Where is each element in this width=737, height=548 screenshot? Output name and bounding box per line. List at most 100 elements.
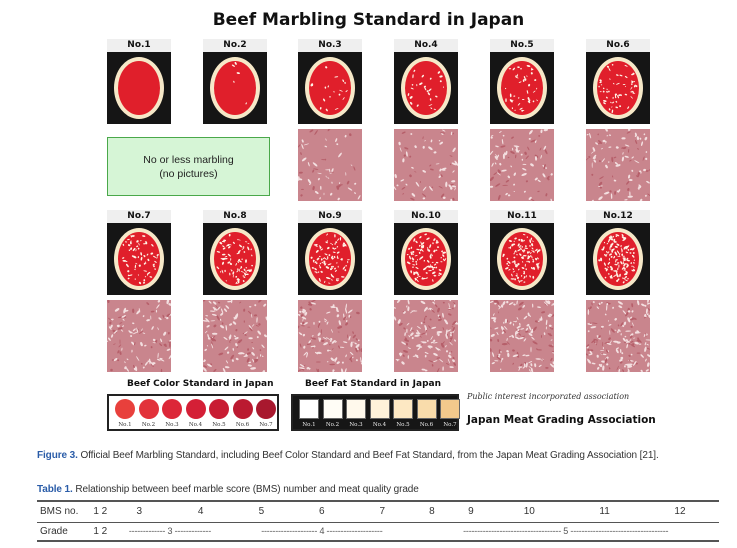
marbling-fleck: [237, 238, 239, 241]
marbling-fleck: [512, 67, 515, 71]
marbling-fleck: [626, 259, 630, 262]
photo-marbling-streak: [215, 305, 219, 309]
marbling-fleck: [629, 252, 632, 254]
photo-marbling-streak: [593, 338, 598, 341]
beef-photo: [586, 129, 650, 201]
marbling-fleck: [531, 255, 533, 259]
marbling-fleck: [516, 264, 518, 267]
marbling-fleck: [127, 270, 130, 273]
photo-marbling-streak: [549, 327, 552, 330]
marbling-fleck: [603, 241, 606, 244]
marbling-fleck: [603, 100, 607, 102]
marbling-fleck: [233, 80, 235, 83]
photo-marbling-streak: [224, 366, 230, 369]
photo-marbling-streak: [621, 147, 624, 149]
photo-marbling-streak: [531, 336, 535, 340]
photo-marbling-streak: [490, 136, 493, 139]
photo-marbling-streak: [612, 175, 614, 178]
photo-marbling-streak: [311, 335, 314, 337]
panel-number-label: No.1: [107, 39, 171, 52]
marbling-fleck: [143, 262, 146, 265]
photo-marbling-streak: [159, 343, 163, 347]
photo-marbling-streak: [410, 332, 414, 336]
photo-marbling-streak: [603, 191, 610, 195]
photo-marbling-streak: [298, 332, 303, 336]
photo-marbling-streak: [521, 173, 527, 176]
photo-marbling-streak: [211, 313, 217, 316]
photo-marbling-streak: [611, 330, 615, 332]
photo-marbling-streak: [522, 365, 526, 369]
photo-marbling-streak: [616, 341, 621, 344]
photo-marbling-streak: [506, 350, 509, 353]
photo-marbling-streak: [394, 316, 397, 321]
fat-swatch: [299, 399, 319, 419]
photo-marbling-streak: [254, 358, 259, 363]
photo-marbling-streak: [264, 334, 267, 338]
photo-marbling-streak: [440, 193, 445, 198]
photo-marbling-streak: [338, 320, 341, 326]
marbling-fleck: [242, 246, 245, 248]
marbling-fleck: [323, 98, 326, 102]
marbling-fleck: [617, 95, 620, 99]
photo-marbling-streak: [168, 354, 171, 360]
marbling-fleck: [216, 251, 221, 253]
photo-marbling-streak: [336, 314, 340, 318]
marbling-fleck: [432, 279, 434, 282]
photo-marbling-streak: [421, 193, 427, 197]
marbling-fleck: [140, 252, 143, 256]
photo-marbling-streak: [408, 335, 411, 338]
photo-marbling-streak: [645, 308, 648, 314]
photo-marbling-streak: [256, 336, 259, 339]
photo-marbling-streak: [440, 342, 445, 348]
photo-marbling-streak: [428, 325, 431, 329]
marbling-fleck: [511, 107, 514, 110]
photo-marbling-streak: [626, 340, 630, 343]
photo-marbling-streak: [220, 308, 224, 314]
marbling-fleck: [604, 254, 607, 257]
photo-marbling-streak: [299, 367, 305, 369]
photo-marbling-streak: [504, 318, 508, 324]
photo-marbling-streak: [300, 152, 302, 156]
marbling-fleck: [342, 242, 345, 246]
marbling-fleck: [613, 238, 616, 243]
photo-marbling-streak: [634, 160, 640, 164]
photo-marbling-streak: [415, 181, 420, 187]
marbling-fleck: [327, 85, 329, 88]
photo-marbling-streak: [414, 145, 417, 149]
photo-marbling-streak: [600, 325, 604, 328]
marbling-diagram: [586, 52, 650, 124]
photo-marbling-streak: [140, 341, 143, 347]
color-swatch-label: No.1: [118, 422, 132, 428]
marbling-fleck: [431, 261, 434, 263]
photo-marbling-streak: [606, 363, 609, 366]
photo-marbling-streak: [614, 329, 617, 331]
marbling-fleck: [515, 274, 518, 277]
color-swatch: [185, 399, 206, 419]
photo-marbling-streak: [107, 340, 109, 342]
marbling-fleck: [134, 264, 137, 269]
photo-marbling-streak: [516, 325, 521, 329]
marbling-fleck: [336, 255, 338, 259]
photo-marbling-streak: [630, 325, 633, 328]
photo-marbling-streak: [601, 352, 603, 355]
photo-marbling-streak: [586, 346, 589, 349]
photo-marbling-streak: [218, 352, 224, 356]
marbling-fleck: [607, 240, 610, 243]
photo-marbling-streak: [442, 301, 445, 304]
marbling-fleck: [525, 275, 527, 278]
marbling-fleck: [420, 245, 423, 248]
marbling-fleck: [426, 90, 429, 93]
photo-marbling-streak: [615, 347, 619, 350]
photo-marbling-streak: [152, 338, 156, 342]
marbling-fleck: [521, 249, 524, 253]
marbling-fleck: [517, 66, 520, 69]
photo-marbling-streak: [550, 339, 553, 341]
header-cell: 3: [108, 500, 170, 523]
photo-marbling-streak: [300, 306, 303, 309]
marbling-fleck: [323, 262, 326, 266]
marbling-fleck: [224, 256, 228, 258]
marbling-fleck: [614, 245, 618, 248]
marbling-fleck: [512, 99, 514, 101]
photo-marbling-streak: [430, 139, 433, 143]
photo-marbling-streak: [347, 187, 353, 191]
